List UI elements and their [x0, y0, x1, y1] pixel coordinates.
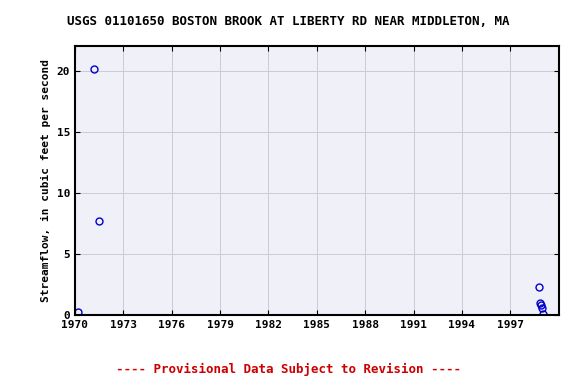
Y-axis label: Streamflow, in cubic feet per second: Streamflow, in cubic feet per second: [41, 59, 51, 302]
Text: USGS 01101650 BOSTON BROOK AT LIBERTY RD NEAR MIDDLETON, MA: USGS 01101650 BOSTON BROOK AT LIBERTY RD…: [67, 15, 509, 28]
Text: ---- Provisional Data Subject to Revision ----: ---- Provisional Data Subject to Revisio…: [116, 363, 460, 376]
